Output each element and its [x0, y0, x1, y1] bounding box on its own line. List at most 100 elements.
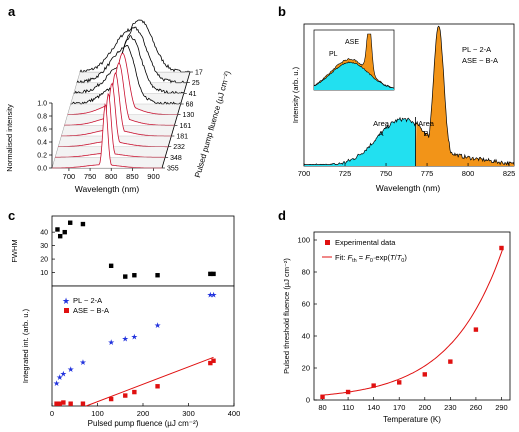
- panel-b-area-a: [304, 117, 416, 166]
- panel-c-xtick-label: 300: [182, 409, 195, 418]
- panel-c-fwhm-point: [211, 271, 216, 277]
- panel-d-letter: d: [278, 208, 286, 223]
- panel-a-trace-mask: [52, 104, 162, 168]
- panel-d-ytick-label: 60: [302, 300, 310, 309]
- panel-b-area-b-label-1: Area: [418, 119, 435, 128]
- panel-d-data-point: [499, 245, 504, 251]
- panel-b-area-b-label-2: B: [423, 129, 428, 138]
- panel-c-pl-point: ★: [79, 358, 86, 367]
- panel-d-ytick-label: 0: [306, 396, 310, 405]
- panel-d-xtick-label: 290: [495, 403, 508, 412]
- panel-c-fwhm-point: [57, 233, 63, 239]
- panel-a-ztick-label: 161: [179, 123, 191, 130]
- panel-a-ztick-label: 25: [192, 80, 200, 87]
- panel-b-inset-ase-line: [313, 33, 395, 89]
- panel-a-spectrum-trace: [58, 82, 169, 148]
- panel-a-fluence-ticks: 355 348 232 181 161 130 68 41 25 17: [162, 70, 203, 173]
- panel-d-data-point: [345, 389, 351, 395]
- panel-b-inset-pl-area: [314, 61, 394, 90]
- panel-a-spectra: [52, 19, 191, 169]
- panel-c-bottom-frame: [51, 285, 235, 407]
- panel-b-area-b: [415, 26, 514, 167]
- panel-a-ytick-label: 0.8: [37, 114, 47, 121]
- panel-d-legend-fit-label: Fit: Fth = F0·exp(T/T0): [335, 253, 407, 264]
- panel-c-xtick-label: 200: [137, 409, 150, 418]
- panel-d-xtick-label: 260: [470, 403, 483, 412]
- panel-d-ytick-label: 40: [302, 332, 310, 341]
- panel-c-top-ytick-label: 30: [40, 243, 48, 250]
- panel-a-xtick-label: 850: [126, 172, 139, 181]
- panel-c-fwhm-point: [123, 274, 128, 279]
- panel-a-ztick-label: 232: [173, 144, 185, 151]
- panel-a-ztick-label: 17: [195, 70, 203, 77]
- panel-b-inset-spectrum: [313, 33, 395, 90]
- panel-c-pl-point: ★: [56, 373, 63, 382]
- panel-d-ytick-label: 20: [302, 364, 310, 373]
- panel-c-fwhm-point: [68, 220, 73, 225]
- panel-a-ytick-label: 0.2: [37, 153, 47, 160]
- panel-c-ase-point: [54, 401, 59, 406]
- panel-c-letter: c: [8, 208, 15, 223]
- panel-c-xtick-label: 100: [91, 409, 104, 418]
- panel-b-inset-ase-label: ASE: [345, 39, 359, 46]
- panel-a-ylabel: Normalised intensity: [5, 104, 14, 172]
- panel-c-ase-point: [132, 389, 137, 395]
- panel-c-pl-point: ★: [207, 291, 214, 300]
- panel-d-ytick-label: 80: [302, 268, 310, 277]
- panel-c-pl-point: ★: [122, 335, 129, 344]
- panel-a-ytick-label: 0.0: [37, 166, 47, 173]
- panel-d-ylabel: Pulsed threshold fluence (µJ cm⁻²): [282, 258, 291, 374]
- panel-c-legend: ★ PL ~ 2-A ASE ~ B-A: [62, 296, 109, 315]
- panel-c-legend-pl-label: PL ~ 2-A: [73, 296, 102, 305]
- panel-b: b 700 725 750 775 800 825 Wavelength (nm) Int…: [278, 4, 515, 193]
- panel-c-legend-ase-label: ASE ~ B-A: [73, 306, 109, 315]
- panel-b-pl-equation: PL ~ 2-A: [462, 45, 491, 54]
- panel-a-ztick-label: 68: [186, 102, 194, 109]
- panel-b-area-a-label-1: Area: [373, 119, 390, 128]
- panel-c-fwhm-point: [108, 263, 114, 269]
- panel-c-ase-point: [211, 358, 216, 363]
- panel-b-xlabel: Wavelength (nm): [376, 183, 441, 193]
- panel-a-ztick-label: 130: [183, 112, 195, 119]
- panel-a-xlabel: Wavelength (nm): [75, 184, 140, 194]
- panel-a-ytick-label: 0.4: [37, 140, 47, 147]
- panel-c-top-ylabel: FWHM: [10, 239, 19, 262]
- panel-b-inset: PL ASE: [313, 29, 395, 91]
- panel-c-fwhm-point: [132, 273, 137, 278]
- panel-a-spectrum-trace: [64, 62, 175, 126]
- panel-d-legend-data-label: Experimental data: [335, 238, 396, 247]
- panel-b-xtick-label: 725: [339, 169, 352, 178]
- panel-c-pl-point: ★: [108, 338, 115, 347]
- panel-c-ase-point: [123, 393, 128, 398]
- panel-a-xtick-label: 900: [147, 172, 160, 181]
- panel-d-xlabel: Temperature (K): [383, 415, 441, 424]
- panel-c-top-ytick-label: 10: [40, 270, 48, 277]
- panel-c-integrated-plot: 0 100 200 300 400★★★★★★ ★ ★★★★: [50, 291, 240, 418]
- panel-a: a 0.0 0.2 0.4 0.6 0.8 1.0 700 750 800 850 900 355…: [5, 4, 232, 194]
- panel-c-legend-ase-marker: [64, 308, 69, 313]
- panel-c-ase-point: [208, 360, 213, 366]
- panel-d-legend-data-marker: [325, 240, 330, 245]
- panel-c-xtick-label: 400: [228, 409, 241, 418]
- panel-a-spectrum-trace: [67, 52, 178, 115]
- panel-b-xtick-label: 825: [503, 169, 516, 178]
- panel-a-trace-mask: [58, 83, 169, 147]
- panel-c-legend-pl-marker: ★: [62, 296, 70, 306]
- panel-b-area-a-label-2: A: [378, 129, 383, 138]
- panel-d-data-point: [320, 394, 325, 399]
- panel-b-inset-pl-label: PL: [329, 51, 338, 58]
- panel-b-letter: b: [278, 4, 286, 19]
- panel-a-xtick-label: 750: [84, 172, 97, 181]
- panel-a-fluence-axis: [161, 71, 191, 169]
- panel-a-trace-mask: [55, 93, 166, 158]
- panel-d-ytick-label: 100: [297, 236, 310, 245]
- panel-c-top-frame: [51, 215, 235, 287]
- panel-c-pl-point: ★: [131, 332, 138, 341]
- panel-c-pl-point: ★: [60, 370, 67, 379]
- panel-a-ztick-label: 181: [176, 134, 188, 141]
- panel-c-xtick-label: 0: [50, 409, 54, 418]
- panel-d-xtick-label: 80: [318, 403, 326, 412]
- panel-d-xtick-label: 230: [444, 403, 457, 412]
